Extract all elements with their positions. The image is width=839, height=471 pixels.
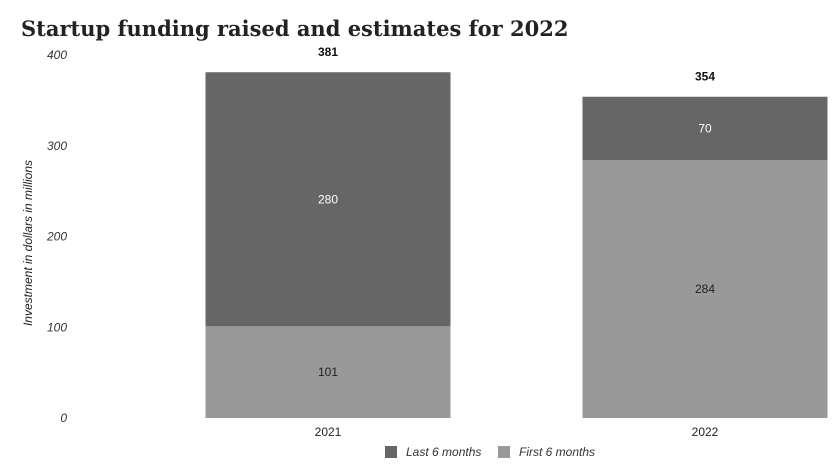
y-tick-label: 0 xyxy=(60,411,67,425)
legend-swatch xyxy=(498,446,510,458)
bar-segment xyxy=(205,72,451,327)
y-tick-label: 200 xyxy=(46,230,67,244)
bar-segment-label: 280 xyxy=(318,192,338,206)
bar-segment-label: 284 xyxy=(695,282,715,296)
legend-label: Last 6 months xyxy=(406,445,481,459)
bar-segment xyxy=(205,326,451,418)
bar-segment-label: 101 xyxy=(318,365,338,379)
x-tick-label: 2021 xyxy=(315,425,342,439)
chart-title: Startup funding raised and estimates for… xyxy=(21,16,569,41)
y-axis: 0 100 200 300 400 xyxy=(46,48,67,425)
bar-segment xyxy=(582,96,828,161)
x-tick-label: 2022 xyxy=(692,425,719,439)
bar-segment-label: 70 xyxy=(698,122,712,136)
bars: 101 280 381 2021 284 70 354 2022 xyxy=(205,45,828,439)
y-axis-label: Investment in dollars in millions xyxy=(21,160,35,326)
y-tick-label: 100 xyxy=(47,320,67,334)
legend: Last 6 months First 6 months xyxy=(385,445,595,459)
bar-total-label: 381 xyxy=(318,45,338,59)
y-tick-label: 400 xyxy=(47,48,67,62)
bar-total-label: 354 xyxy=(695,70,715,84)
y-tick-label: 300 xyxy=(47,139,67,153)
legend-label: First 6 months xyxy=(519,445,595,459)
legend-swatch xyxy=(385,446,397,458)
bar-segment xyxy=(582,160,828,418)
